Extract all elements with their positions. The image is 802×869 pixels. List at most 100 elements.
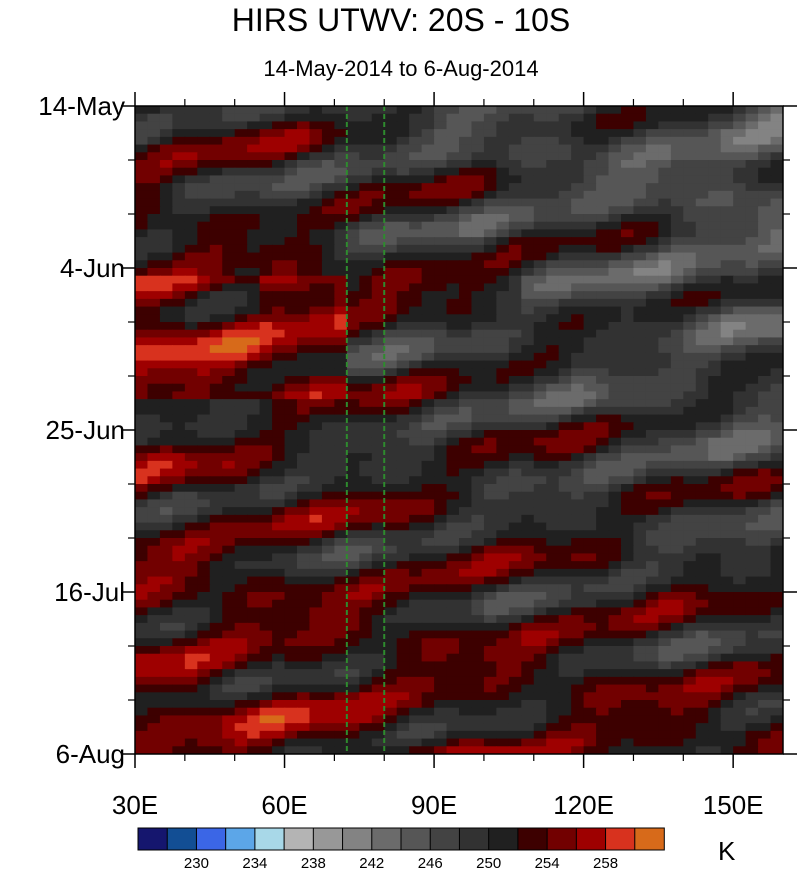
field-cell [297, 268, 311, 277]
field-cell [720, 545, 734, 555]
field-cell [670, 291, 684, 300]
field-cell [309, 738, 323, 747]
field-cell [745, 229, 759, 238]
field-cell [633, 298, 647, 308]
field-cell [135, 237, 149, 246]
field-cell [546, 437, 560, 447]
field-cell [396, 730, 410, 740]
field-cell [658, 383, 672, 393]
field-cell [708, 723, 722, 732]
field-cell [359, 553, 373, 562]
field-cell [745, 530, 759, 539]
field-cell [371, 437, 385, 447]
field-cell [434, 676, 448, 686]
field-cell [409, 352, 423, 362]
field-cell [733, 746, 747, 754]
field-cell [297, 252, 311, 261]
field-cell [334, 514, 348, 524]
field-cell [297, 329, 311, 339]
field-cell [197, 268, 211, 277]
field-cell [396, 622, 410, 632]
field-cell [135, 746, 149, 754]
field-cell [695, 692, 709, 701]
field-cell [496, 190, 510, 200]
field-cell [770, 730, 783, 740]
field-cell [658, 453, 672, 462]
field-cell [259, 484, 273, 493]
field-cell [384, 190, 398, 200]
field-cell [471, 723, 485, 732]
field-cell [770, 545, 783, 555]
field-cell [446, 592, 460, 601]
field-cell [421, 576, 435, 585]
field-cell [521, 345, 535, 354]
field-cell [159, 275, 173, 285]
field-cell [758, 445, 772, 454]
field-cell [459, 484, 473, 493]
field-cell [496, 484, 510, 493]
field-cell [384, 291, 398, 300]
field-cell [596, 599, 610, 609]
field-cell [359, 723, 373, 732]
field-cell [483, 730, 497, 740]
field-cell [720, 445, 734, 454]
field-cell [508, 376, 522, 385]
field-cell [683, 460, 697, 470]
field-cell [608, 244, 622, 254]
field-cell [720, 414, 734, 423]
field-cell [633, 445, 647, 454]
field-cell [222, 622, 236, 632]
field-cell [558, 383, 572, 393]
field-cell [309, 545, 323, 555]
field-cell [234, 730, 248, 740]
field-cell [745, 129, 759, 138]
field-cell [135, 561, 149, 570]
field-cell [596, 121, 610, 130]
field-cell [459, 723, 473, 732]
field-cell [234, 268, 248, 277]
field-cell [172, 275, 186, 285]
field-cell [608, 252, 622, 261]
field-cell [608, 676, 622, 686]
colorbar: 230 234 238 242 246 250 254 258 [137, 827, 665, 869]
field-cell [197, 522, 211, 531]
field-cell [309, 129, 323, 138]
field-cell [583, 237, 597, 246]
field-cell [546, 329, 560, 339]
field-cell [209, 700, 223, 709]
field-cell [471, 468, 485, 477]
field-cell [184, 291, 198, 300]
field-cell [284, 337, 298, 346]
field-cell [334, 383, 348, 393]
field-cell [683, 499, 697, 508]
field-cell [521, 522, 535, 531]
field-cell [758, 530, 772, 539]
field-cell [546, 715, 560, 724]
field-cell [720, 190, 734, 200]
field-cell [359, 437, 373, 447]
field-cell [259, 592, 273, 601]
field-cell [596, 306, 610, 315]
field-cell [446, 460, 460, 470]
field-cell [172, 522, 186, 531]
field-cell [558, 445, 572, 454]
field-cell [135, 314, 149, 323]
field-cell [633, 244, 647, 254]
field-cell [421, 144, 435, 153]
field-cell [234, 599, 248, 609]
field-cell [359, 360, 373, 369]
field-cell [384, 129, 398, 138]
field-cell [608, 700, 622, 709]
field-cell [695, 661, 709, 670]
field-cell [346, 306, 360, 315]
field-cell [259, 661, 273, 670]
field-cell [396, 499, 410, 508]
field-cell [321, 484, 335, 493]
field-cell [533, 445, 547, 454]
field-cell [645, 460, 659, 470]
field-cell [259, 337, 273, 346]
field-cell [359, 160, 373, 169]
field-cell [321, 499, 335, 508]
field-cell [670, 329, 684, 339]
field-cell [321, 244, 335, 254]
